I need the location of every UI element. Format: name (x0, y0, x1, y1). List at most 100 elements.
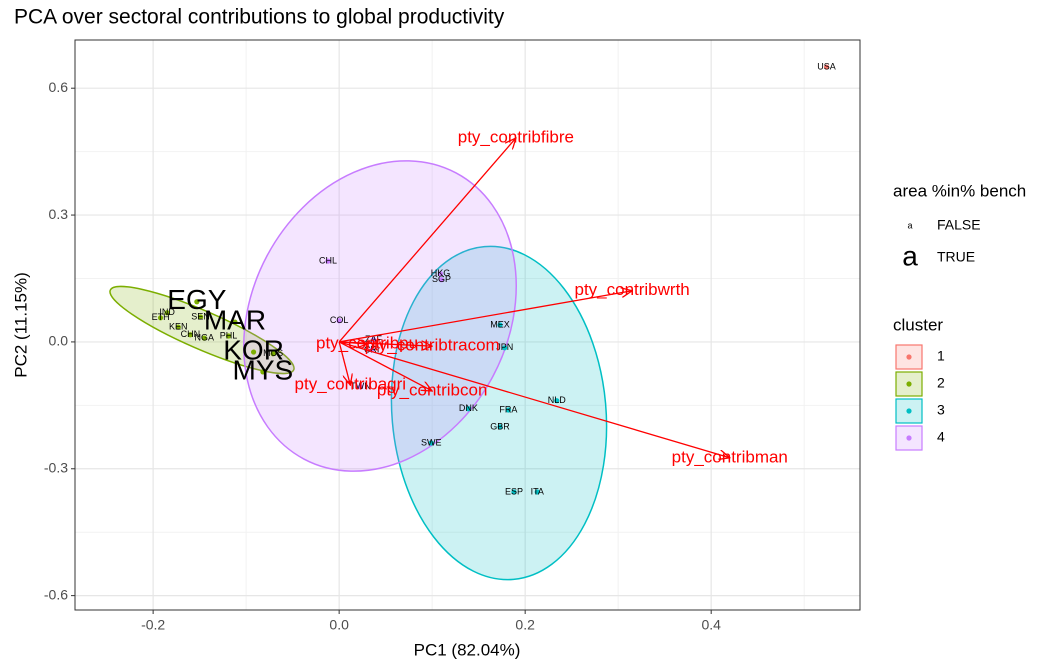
y-tick-label: 0.6 (49, 79, 69, 95)
point-label: ESP (505, 486, 523, 496)
y-tick-label: 0.3 (49, 206, 69, 222)
y-axis-label: PC2 (11.15%) (11, 272, 30, 378)
point-label: HKG (431, 268, 451, 278)
loading-arrow (338, 341, 730, 458)
point (336, 318, 342, 324)
legend-label: FALSE (937, 217, 981, 233)
point (201, 335, 207, 341)
point (325, 258, 331, 264)
point-label: MEX (490, 319, 510, 329)
point (187, 332, 193, 338)
point (502, 345, 508, 351)
legend-key: a (902, 240, 918, 271)
legend-dot (906, 381, 912, 387)
point (505, 407, 512, 413)
point-label: SWE (421, 437, 442, 447)
x-tick-label: 0.4 (701, 617, 721, 633)
point (465, 406, 472, 412)
point (823, 64, 830, 70)
loading-arrow (338, 341, 350, 385)
point (175, 324, 181, 330)
point (164, 310, 170, 316)
loading-arrow (339, 291, 632, 343)
point (554, 398, 560, 404)
point (497, 424, 503, 430)
chart-title: PCA over sectoral contributions to globa… (14, 6, 505, 29)
legend-label: TRUE (937, 249, 975, 265)
point (194, 299, 200, 305)
point-label: DNK (459, 403, 478, 413)
point (250, 349, 257, 355)
legend-title: cluster (893, 315, 943, 334)
y-tick-label: -0.3 (44, 459, 68, 475)
point-label: MYS (233, 354, 294, 385)
point-label: KEN (169, 321, 188, 331)
point (357, 384, 364, 390)
point (438, 277, 445, 283)
point (428, 440, 434, 446)
point (370, 337, 377, 343)
loading-label: pty_contribwrth (574, 280, 689, 299)
y-tick-label: -0.6 (44, 586, 68, 602)
point (157, 315, 164, 321)
point-label: PHL (220, 330, 238, 340)
ellipses (109, 160, 608, 581)
point-label: MUS (263, 348, 283, 358)
point (497, 322, 503, 328)
loading-arrow (338, 138, 516, 343)
x-axis-label: PC1 (82.04%) (414, 640, 521, 659)
panel-border (74, 39, 861, 611)
point-label: CRI (364, 344, 380, 354)
point-label: IND (159, 307, 175, 317)
point (260, 369, 266, 375)
point (534, 489, 540, 495)
point-label: NLD (548, 395, 567, 405)
x-tick-label: 0.2 (515, 617, 535, 633)
cluster-ellipse (243, 160, 517, 472)
point-label: CHN (181, 329, 201, 339)
point-label: ITA (531, 486, 544, 496)
y-tick-label: 0.0 (49, 333, 69, 349)
point-label: NGA (195, 332, 215, 342)
point-label: FRA (499, 404, 517, 414)
point-label: JPN (496, 342, 513, 352)
legend-dot (906, 354, 912, 360)
legend-key: a (907, 220, 912, 230)
legend-label: 1 (937, 348, 945, 364)
legend-dot (906, 408, 912, 414)
x-tick-label: 0.0 (329, 617, 349, 633)
panel (75, 40, 860, 610)
point-label: GBR (490, 421, 510, 431)
legend-title: area %in% bench (893, 181, 1026, 200)
point-label: USA (817, 61, 836, 71)
point-label: MAR (204, 304, 266, 335)
cluster-ellipse (390, 245, 608, 581)
point-label: SEN (191, 311, 210, 321)
loading-label: pty_contribman (672, 447, 788, 466)
x-tick-label: -0.2 (141, 617, 165, 633)
point-label: ZAF (365, 334, 383, 344)
loading-label: pty_contribfibre (458, 128, 574, 147)
point (270, 351, 276, 357)
legend-dot (906, 435, 912, 441)
point-label: EGY (167, 284, 226, 315)
point (232, 319, 238, 325)
point (225, 333, 232, 339)
point (437, 271, 444, 277)
point (197, 314, 204, 320)
legend-label: 3 (937, 402, 945, 418)
legend-label: 4 (937, 429, 945, 445)
loading-arrow (338, 341, 432, 391)
point (511, 489, 517, 495)
loading-label: pty_contribpu (316, 334, 418, 353)
loading-arrow (339, 342, 432, 346)
loading-label: pty_contribcon (377, 380, 488, 399)
point-label: KOR (223, 334, 284, 365)
loading-label: pty_contribtracom (365, 336, 500, 355)
point-label: TWN (350, 381, 371, 391)
legend-label: 2 (937, 375, 945, 391)
cluster-ellipse (109, 285, 295, 375)
loading-label: pty_contribagri (295, 375, 407, 394)
